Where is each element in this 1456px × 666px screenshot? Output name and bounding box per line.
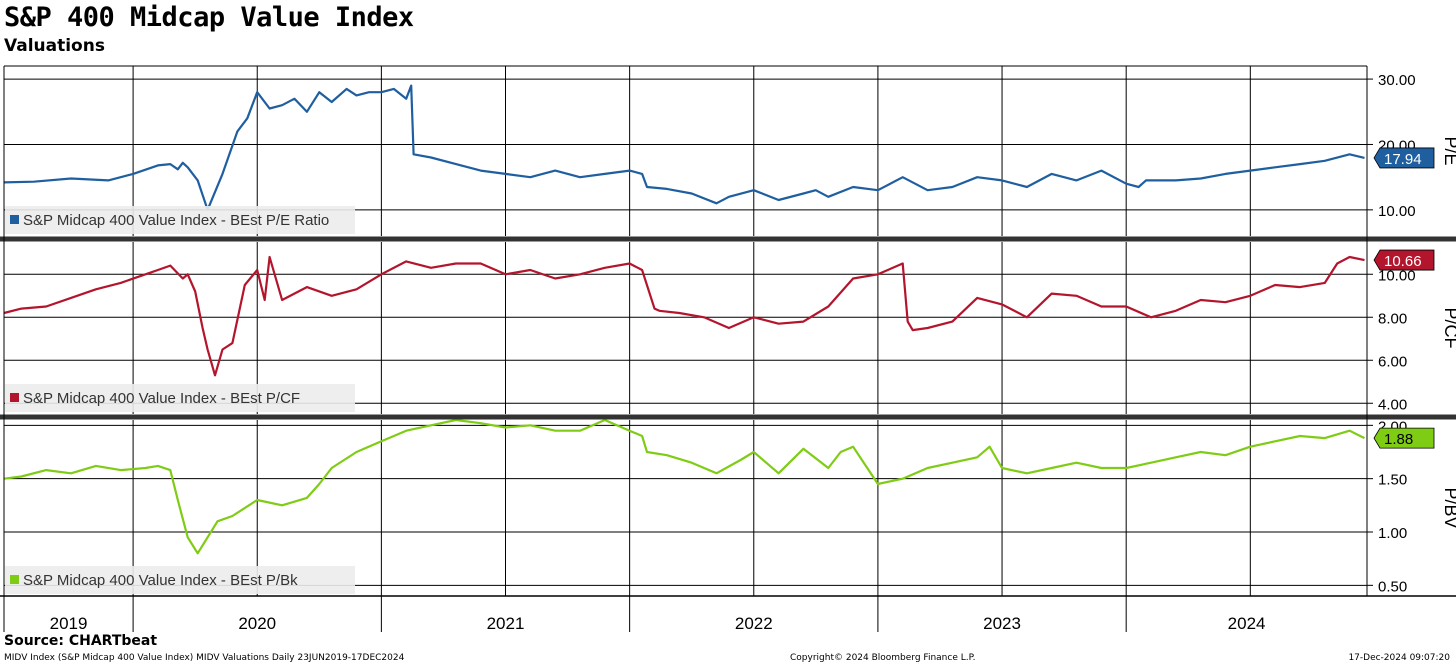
y-tick-label: 6.00: [1378, 353, 1407, 370]
y-axis-label: P/E: [1441, 136, 1456, 165]
y-axis-label: P/CF: [1441, 307, 1456, 348]
legend-swatch: [10, 575, 19, 584]
plot-area: [4, 66, 1367, 596]
legend-label: S&P Midcap 400 Value Index - BEst P/E Ra…: [23, 212, 329, 229]
y-tick-label: 4.00: [1378, 396, 1407, 413]
y-tick-label: 0.50: [1378, 578, 1407, 595]
y-tick-label: 1.50: [1378, 472, 1407, 489]
y-tick-label: 1.00: [1378, 525, 1407, 542]
panel-separator: [0, 236, 1456, 242]
footer-description: MIDV Index (S&P Midcap 400 Value Index) …: [4, 653, 405, 663]
last-value-tag: [1373, 147, 1435, 169]
last-value-label: 1.88: [1384, 431, 1413, 448]
footer-copyright: Copyright© 2024 Bloomberg Finance L.P.: [790, 653, 976, 663]
x-year-label: 2020: [238, 614, 276, 633]
legend-box: [5, 384, 355, 412]
last-value-tag: [1373, 427, 1435, 449]
source-note: Source: CHARTbeat: [4, 633, 158, 649]
panel-pcf: 4.00 6.00 8.00 10.00 P/CF 10.66 S&P Midcap 400…: [3, 249, 1456, 413]
last-value-tag: [1373, 249, 1435, 271]
series-line: [3, 255, 1365, 377]
x-year-label: 2019: [50, 614, 88, 633]
legend-label: S&P Midcap 400 Value Index - BEst P/CF: [23, 390, 300, 407]
y-tick-label: 10.00: [1378, 203, 1416, 220]
y-tick-label: 10.00: [1378, 267, 1416, 284]
chart-title: S&P 400 Midcap Value Index: [4, 2, 414, 33]
x-year-label: 2023: [983, 614, 1021, 633]
legend-label: S&P Midcap 400 Value Index - BEst P/Bk: [23, 572, 298, 589]
chart-subtitle: Valuations: [4, 36, 105, 56]
legend-box: [5, 206, 355, 234]
last-value-label: 17.94: [1384, 151, 1422, 168]
y-axis-label: P/BV: [1441, 487, 1456, 528]
panel-pbv: 0.501.001.502.00P/BV1.88S&P Midcap 400 V…: [3, 418, 1456, 595]
footer-timestamp: 17-Dec-2024 09:07:20: [1348, 653, 1450, 663]
panel-separator: [0, 414, 1456, 420]
y-tick-label: 8.00: [1378, 310, 1407, 327]
series-line: [3, 418, 1365, 555]
legend-swatch: [10, 393, 19, 402]
x-year-label: 2024: [1228, 614, 1266, 633]
y-tick-label: 30.00: [1378, 72, 1416, 89]
legend-box: [5, 566, 355, 594]
x-year-label: 2022: [735, 614, 773, 633]
legend-swatch: [10, 215, 19, 224]
series-line: [3, 84, 1365, 211]
x-year-label: 2021: [487, 614, 525, 633]
last-value-label: 10.66: [1384, 253, 1422, 270]
